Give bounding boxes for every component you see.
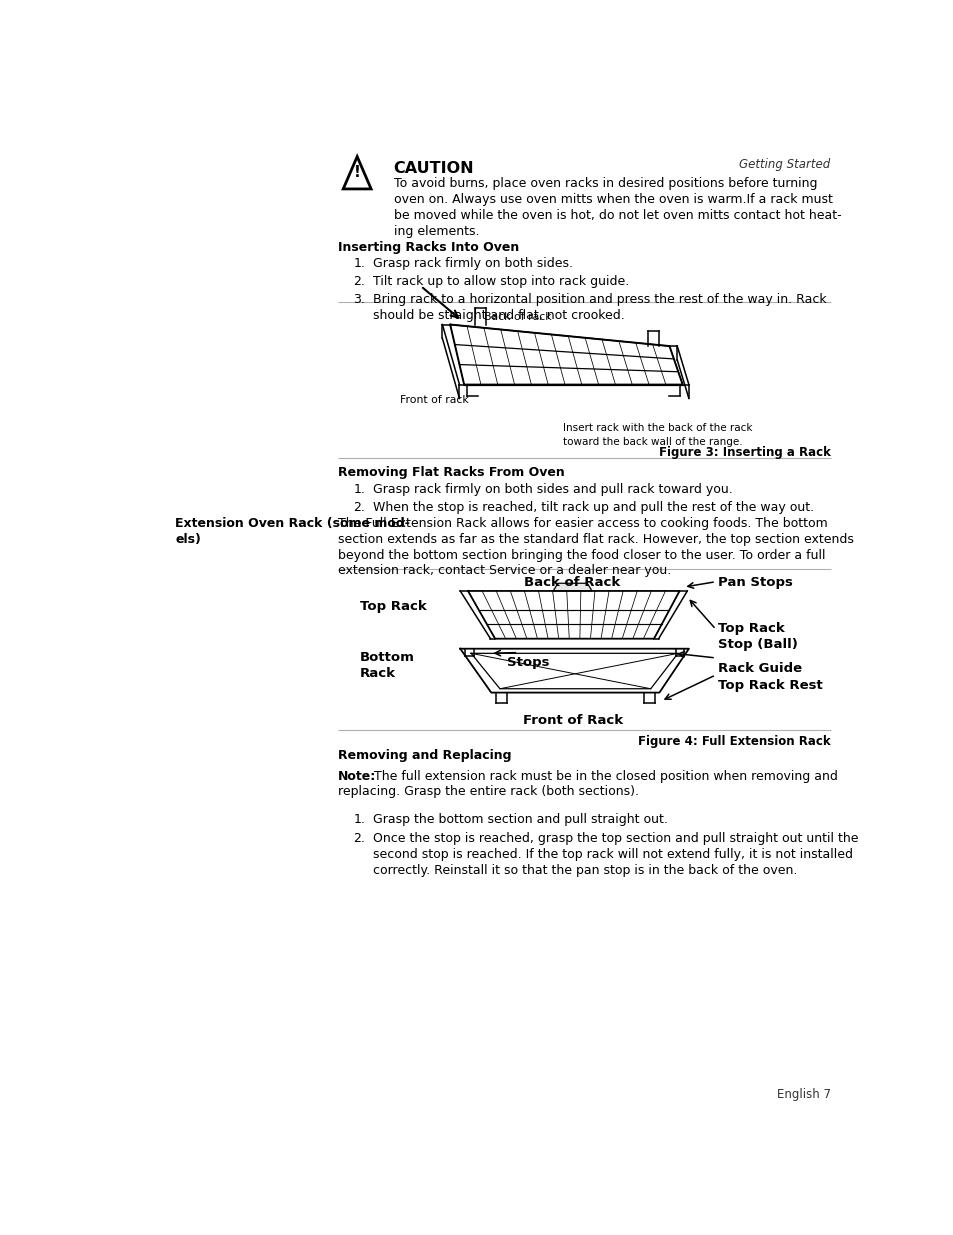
Text: !: ! [354, 165, 360, 180]
Text: When the stop is reached, tilt rack up and pull the rest of the way out.: When the stop is reached, tilt rack up a… [373, 501, 813, 514]
Text: The full extension rack must be in the closed position when removing and: The full extension rack must be in the c… [370, 769, 838, 783]
Text: Inserting Racks Into Oven: Inserting Racks Into Oven [337, 241, 518, 253]
Text: Grasp the bottom section and pull straight out.: Grasp the bottom section and pull straig… [373, 813, 667, 826]
Text: extension rack, contact Service or a dealer near you.: extension rack, contact Service or a dea… [337, 564, 670, 578]
Text: Grasp rack firmly on both sides and pull rack toward you.: Grasp rack firmly on both sides and pull… [373, 483, 732, 495]
Text: Top Rack Rest: Top Rack Rest [717, 679, 821, 692]
Text: Bring rack to a horizontal position and press the rest of the way in. Rack: Bring rack to a horizontal position and … [373, 294, 825, 306]
Text: Back of Rack: Back of Rack [523, 576, 619, 589]
Text: Front of rack: Front of rack [399, 395, 468, 405]
Text: ing elements.: ing elements. [394, 225, 478, 238]
Text: Front of Rack: Front of Rack [522, 714, 622, 727]
Text: should be straight and flat, not crooked.: should be straight and flat, not crooked… [373, 309, 624, 322]
Text: 2.: 2. [353, 501, 365, 514]
Text: 1.: 1. [353, 813, 365, 826]
Text: oven on. Always use oven mitts when the oven is warm.If a rack must: oven on. Always use oven mitts when the … [394, 193, 832, 206]
Text: Insert rack with the back of the rack: Insert rack with the back of the rack [562, 424, 751, 433]
Text: Rack: Rack [359, 667, 395, 679]
Text: 2.: 2. [353, 832, 365, 845]
Text: CAUTION: CAUTION [394, 162, 474, 177]
Text: Top Rack: Top Rack [359, 600, 426, 614]
Text: Tilt rack up to allow stop into rack guide.: Tilt rack up to allow stop into rack gui… [373, 275, 628, 288]
Text: Figure 4: Full Extension Rack: Figure 4: Full Extension Rack [638, 735, 830, 748]
Text: correctly. Reinstall it so that the pan stop is in the back of the oven.: correctly. Reinstall it so that the pan … [373, 864, 796, 877]
Text: 3.: 3. [353, 294, 365, 306]
Text: be moved while the oven is hot, do not let oven mitts contact hot heat-: be moved while the oven is hot, do not l… [394, 209, 841, 222]
Text: Extension Oven Rack (some mod-: Extension Oven Rack (some mod- [174, 517, 410, 530]
Text: Rack Guide: Rack Guide [717, 662, 801, 674]
Text: Top Rack: Top Rack [717, 621, 783, 635]
Text: 2.: 2. [353, 275, 365, 288]
Text: els): els) [174, 532, 201, 546]
Text: toward the back wall of the range.: toward the back wall of the range. [562, 436, 741, 447]
Text: Figure 3: Inserting a Rack: Figure 3: Inserting a Rack [659, 446, 830, 459]
Text: Stop (Ball): Stop (Ball) [717, 637, 797, 651]
Text: Stops: Stops [506, 656, 549, 669]
Text: Once the stop is reached, grasp the top section and pull straight out until the: Once the stop is reached, grasp the top … [373, 832, 858, 845]
Polygon shape [553, 583, 592, 592]
Text: replacing. Grasp the entire rack (both sections).: replacing. Grasp the entire rack (both s… [337, 785, 639, 798]
Text: beyond the bottom section bringing the food closer to the user. To order a full: beyond the bottom section bringing the f… [337, 548, 824, 562]
Text: Pan Stops: Pan Stops [717, 576, 792, 589]
Text: section extends as far as the standard flat rack. However, the top section exten: section extends as far as the standard f… [337, 532, 853, 546]
Text: English 7: English 7 [776, 1088, 830, 1102]
Text: second stop is reached. If the top rack will not extend fully, it is not install: second stop is reached. If the top rack … [373, 848, 852, 861]
Text: 1.: 1. [353, 257, 365, 270]
Text: 1.: 1. [353, 483, 365, 495]
Text: Removing Flat Racks From Oven: Removing Flat Racks From Oven [337, 466, 564, 479]
Text: The Full Extension Rack allows for easier access to cooking foods. The bottom: The Full Extension Rack allows for easie… [337, 517, 826, 530]
Text: Getting Started: Getting Started [739, 158, 830, 172]
Text: Grasp rack firmly on both sides.: Grasp rack firmly on both sides. [373, 257, 572, 270]
Text: Note:: Note: [337, 769, 375, 783]
Text: Bottom: Bottom [359, 651, 414, 664]
Text: Removing and Replacing: Removing and Replacing [337, 748, 511, 762]
Text: To avoid burns, place oven racks in desired positions before turning: To avoid burns, place oven racks in desi… [394, 178, 816, 190]
Text: Back of rack: Back of rack [483, 312, 551, 322]
